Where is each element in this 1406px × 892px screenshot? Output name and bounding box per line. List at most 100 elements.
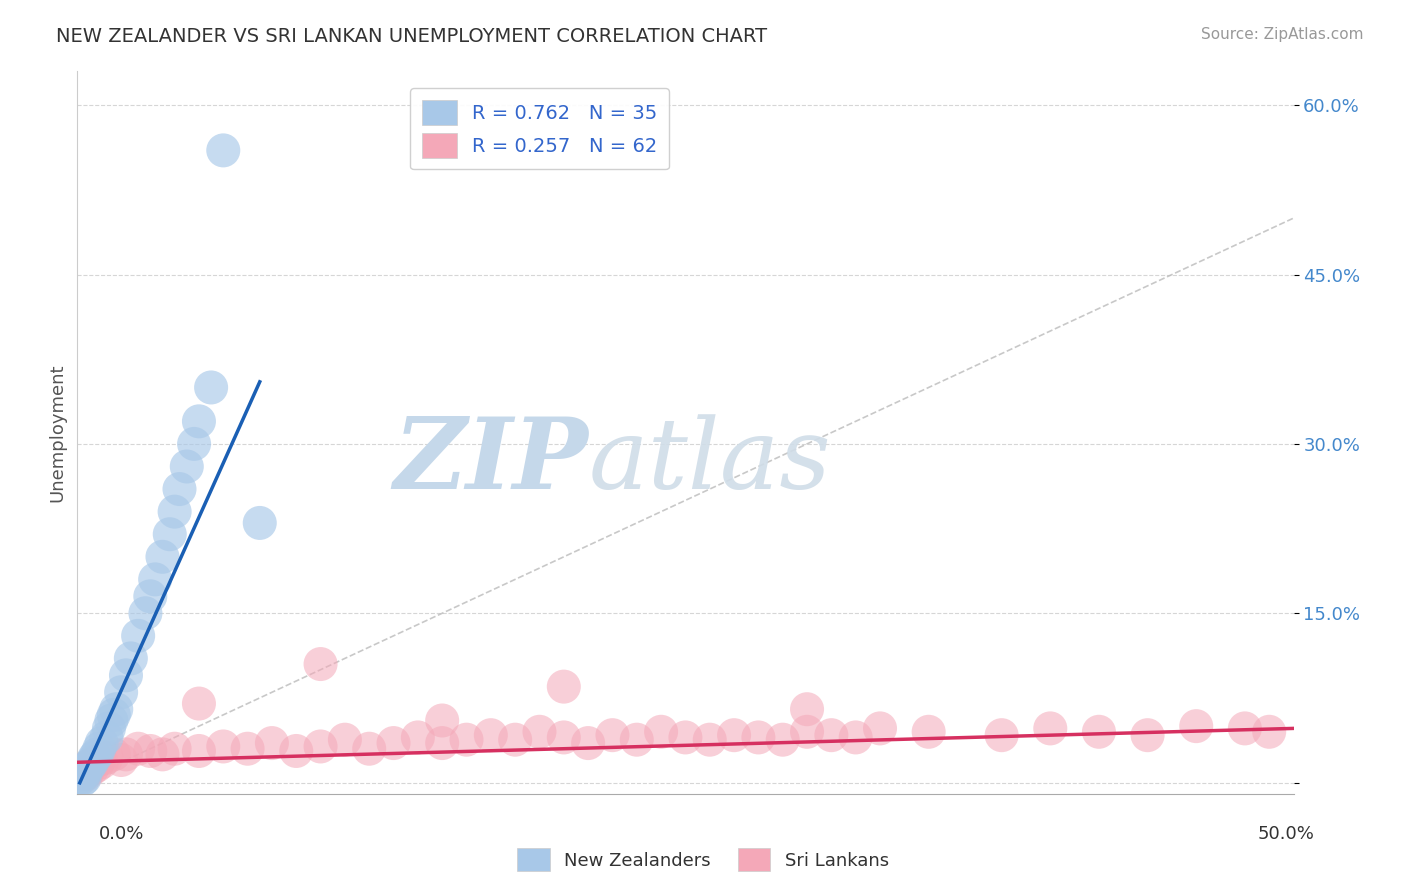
- Point: [69, 772, 91, 787]
- Point: [553, 731, 575, 745]
- Point: [139, 590, 162, 604]
- Point: [105, 702, 128, 716]
- Point: [79, 758, 101, 772]
- Point: [69, 764, 91, 779]
- Point: [73, 766, 96, 780]
- Point: [333, 732, 356, 747]
- Point: [76, 762, 98, 776]
- Point: [1233, 722, 1256, 736]
- Point: [285, 744, 308, 758]
- Point: [134, 607, 156, 621]
- Text: ZIP: ZIP: [394, 413, 588, 509]
- Point: [159, 527, 181, 541]
- Point: [90, 756, 112, 770]
- Point: [200, 380, 222, 394]
- Point: [772, 732, 794, 747]
- Point: [143, 573, 166, 587]
- Point: [86, 747, 108, 762]
- Point: [152, 747, 174, 762]
- Point: [176, 459, 198, 474]
- Y-axis label: Unemployment: Unemployment: [48, 363, 66, 502]
- Point: [212, 144, 235, 158]
- Point: [76, 764, 98, 779]
- Point: [89, 753, 111, 767]
- Point: [70, 764, 93, 779]
- Point: [430, 714, 453, 728]
- Point: [70, 770, 93, 784]
- Point: [183, 437, 205, 451]
- Point: [626, 732, 648, 747]
- Text: atlas: atlas: [588, 414, 831, 509]
- Point: [110, 753, 132, 767]
- Point: [602, 728, 624, 742]
- Point: [86, 758, 108, 772]
- Text: Source: ZipAtlas.com: Source: ZipAtlas.com: [1201, 27, 1364, 42]
- Point: [188, 414, 211, 428]
- Point: [69, 770, 91, 784]
- Text: 0.0%: 0.0%: [98, 825, 143, 843]
- Point: [115, 668, 138, 682]
- Point: [73, 762, 96, 776]
- Text: 50.0%: 50.0%: [1258, 825, 1315, 843]
- Point: [80, 756, 103, 770]
- Point: [529, 724, 551, 739]
- Point: [406, 731, 429, 745]
- Point: [163, 505, 186, 519]
- Point: [1258, 724, 1281, 739]
- Point: [796, 702, 818, 716]
- Point: [990, 728, 1012, 742]
- Point: [1185, 719, 1208, 733]
- Point: [796, 724, 818, 739]
- Point: [169, 482, 191, 496]
- Point: [212, 739, 235, 754]
- Point: [70, 773, 93, 788]
- Point: [309, 657, 332, 671]
- Point: [382, 736, 405, 750]
- Point: [675, 731, 697, 745]
- Point: [1136, 728, 1159, 742]
- Point: [845, 731, 868, 745]
- Text: NEW ZEALANDER VS SRI LANKAN UNEMPLOYMENT CORRELATION CHART: NEW ZEALANDER VS SRI LANKAN UNEMPLOYMENT…: [56, 27, 768, 45]
- Point: [73, 771, 96, 785]
- Point: [747, 731, 769, 745]
- Point: [723, 728, 745, 742]
- Point: [89, 741, 111, 756]
- Point: [456, 732, 478, 747]
- Point: [127, 629, 149, 643]
- Point: [76, 766, 98, 780]
- Point: [820, 728, 842, 742]
- Point: [97, 722, 120, 736]
- Point: [103, 747, 125, 762]
- Point: [96, 751, 118, 765]
- Point: [115, 747, 138, 762]
- Point: [553, 680, 575, 694]
- Point: [152, 549, 174, 564]
- Point: [479, 728, 502, 742]
- Point: [110, 685, 132, 699]
- Point: [120, 651, 142, 665]
- Point: [249, 516, 271, 530]
- Point: [918, 724, 941, 739]
- Point: [80, 762, 103, 776]
- Point: [83, 756, 105, 770]
- Point: [100, 714, 122, 728]
- Point: [70, 766, 93, 780]
- Point: [869, 722, 891, 736]
- Point: [188, 697, 211, 711]
- Point: [650, 724, 672, 739]
- Point: [430, 736, 453, 750]
- Point: [188, 744, 211, 758]
- Point: [1088, 724, 1111, 739]
- Point: [260, 736, 283, 750]
- Point: [309, 739, 332, 754]
- Point: [1039, 722, 1062, 736]
- Point: [127, 741, 149, 756]
- Point: [163, 741, 186, 756]
- Point: [359, 741, 381, 756]
- Point: [83, 751, 105, 765]
- Point: [236, 741, 259, 756]
- Point: [699, 732, 721, 747]
- Point: [503, 732, 526, 747]
- Point: [79, 758, 101, 772]
- Legend: R = 0.762   N = 35, R = 0.257   N = 62: R = 0.762 N = 35, R = 0.257 N = 62: [411, 88, 669, 169]
